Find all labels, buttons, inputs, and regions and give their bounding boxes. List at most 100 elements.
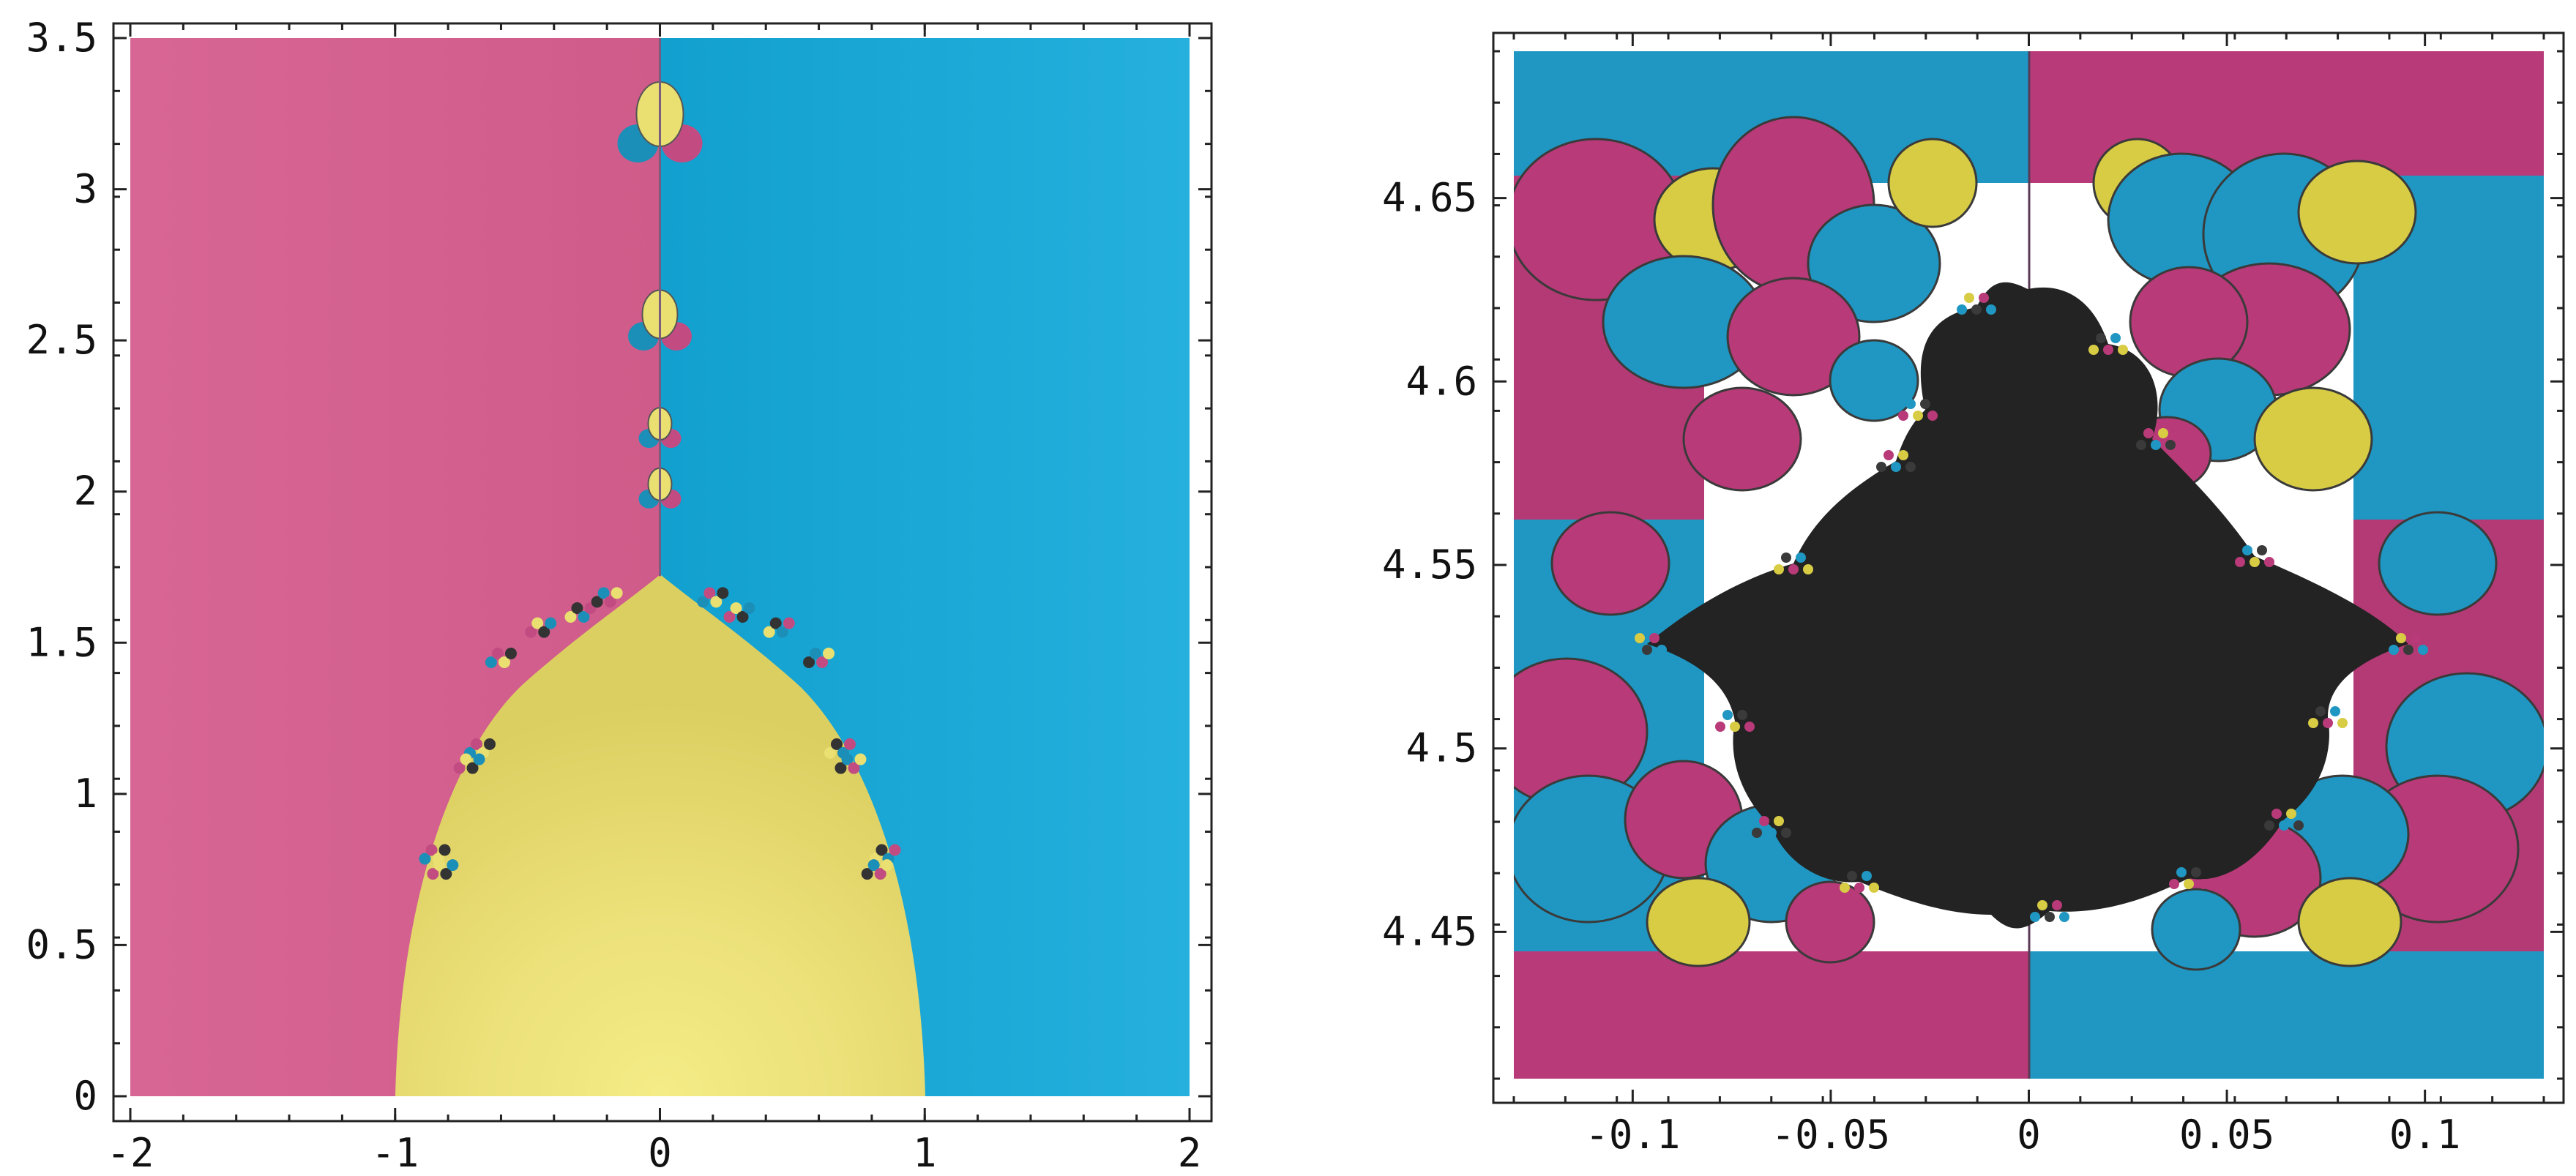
right-boundary-fringe — [1627, 293, 2428, 922]
left-fringe-bead — [447, 859, 459, 872]
left-fringe-bead — [485, 656, 497, 668]
right-basin-cell — [1646, 877, 1751, 967]
right-fringe-bead — [2052, 900, 2062, 910]
left-fringe-bead — [835, 762, 847, 774]
right-x-tick-label: 0 — [2017, 1112, 2041, 1158]
left-fringe-bead — [460, 753, 472, 765]
right-basin-cell — [1726, 277, 1861, 397]
right-fringe-bead — [1657, 645, 1667, 655]
right-basin-cell — [1682, 386, 1802, 492]
right-basin-cell — [1550, 511, 1670, 616]
right-fringe-bead — [2293, 820, 2304, 831]
right-fringe-bead — [2151, 440, 2161, 450]
left-fringe-bead — [730, 602, 742, 614]
left-fringe-bead — [564, 610, 577, 623]
left-fringe-bead — [743, 602, 755, 614]
right-fringe-bead — [2059, 912, 2069, 922]
left-fringe-bead — [471, 738, 483, 750]
right-fringe-bead — [1649, 633, 1660, 643]
right-fringe-bead — [2264, 820, 2274, 831]
right-fringe-bead — [1898, 411, 1908, 421]
left-y-tick-label: 0 — [73, 1073, 97, 1119]
left-fringe-bead — [881, 859, 893, 872]
right-fringe-bead — [2198, 879, 2209, 889]
right-panel: -0.1 -0.05 0 0.05 0.1 4.45 4.5 4.55 4.6 4.65 — [1382, 31, 2565, 1158]
left-fringe-bead — [736, 610, 749, 623]
right-fringe-bead — [1847, 871, 1857, 881]
right-fringe-bead — [2191, 867, 2201, 877]
right-fringe-bead — [2096, 333, 2106, 343]
right-black-set — [1647, 282, 2408, 929]
right-fringe-bead — [2411, 633, 2421, 643]
right-fringe-bead — [2184, 879, 2194, 889]
left-fringe-bead — [776, 626, 788, 638]
right-fringe-bead — [2165, 440, 2176, 450]
left-fringe-bead — [591, 596, 603, 608]
left-fringe-bead — [823, 647, 835, 659]
right-fringe-bead — [1752, 828, 1762, 838]
left-x-tick-label: 0 — [648, 1130, 672, 1176]
left-fringe-bead — [843, 738, 856, 750]
left-x-tick-label: -1 — [371, 1130, 419, 1176]
right-fringe-bead — [1964, 293, 1974, 303]
right-fringe-bead — [1957, 304, 1967, 315]
right-fringe-bead — [2396, 633, 2406, 643]
left-fringe-bead — [419, 853, 431, 865]
right-y-tick-label: 4.5 — [1405, 725, 1477, 771]
right-fringe-bead — [1862, 871, 1872, 881]
left-fringe-bead — [876, 844, 888, 856]
right-fringe-bead — [1840, 883, 1850, 893]
right-fringe-bead — [2323, 718, 2333, 728]
right-fringe-bead — [1803, 564, 1813, 574]
left-fringe-bead — [830, 738, 843, 750]
left-fringe-bead — [604, 596, 616, 608]
left-yellow-lobe — [395, 574, 925, 1096]
right-fringe-bead — [2118, 345, 2128, 355]
left-fringe-bead — [769, 617, 782, 629]
right-fringe-bead — [1876, 462, 1886, 472]
right-x-tick-label: -0.1 — [1585, 1112, 1680, 1158]
right-fringe-bead — [1898, 450, 1908, 460]
left-fringe-bead — [425, 844, 438, 856]
right-fringe-bead — [1744, 722, 1755, 732]
right-basin-cell — [1887, 138, 1978, 228]
left-fringe-bead — [453, 762, 466, 774]
right-fringe-bead — [2250, 557, 2260, 567]
right-fringe-bead — [2158, 428, 2168, 438]
left-fringe-bead — [697, 596, 709, 608]
left-fringe-bead — [867, 859, 880, 872]
right-y-tick-label: 4.45 — [1382, 908, 1477, 954]
left-x-tick-label: 2 — [1178, 1130, 1202, 1176]
left-y-tick-label: 1.5 — [26, 619, 97, 665]
left-fringe-bead — [578, 610, 590, 623]
left-fringe-bead — [498, 656, 510, 668]
right-fringe-bead — [1979, 293, 1989, 303]
left-fringe-bead — [810, 647, 822, 659]
right-basin-cell — [1829, 339, 1919, 422]
right-fringe-bead — [1722, 710, 1733, 720]
left-x-tick-label: 1 — [913, 1130, 937, 1176]
right-basin-cell — [1807, 203, 1941, 323]
right-fringe-bead — [2169, 879, 2179, 889]
right-fringe-bead — [2257, 545, 2267, 555]
right-fringe-bead — [2136, 440, 2146, 450]
right-fringe-bead — [1774, 816, 1784, 826]
left-boundary-fringe — [419, 587, 901, 880]
left-fringe-bead — [571, 602, 583, 614]
left-fringe-bead — [723, 610, 736, 623]
right-basin-cell — [1785, 880, 1875, 964]
right-fringe-bead — [2088, 345, 2099, 355]
left-fringe-bead — [473, 753, 485, 765]
right-fringe-bead — [1869, 883, 1879, 893]
right-fringe-bead — [1635, 633, 1645, 643]
left-fringe-bead — [803, 656, 815, 668]
right-fringe-bead — [1642, 645, 1652, 655]
right-fringe-bead — [1759, 816, 1769, 826]
left-fringe-bead — [438, 844, 451, 856]
right-fringe-bead — [2403, 645, 2413, 655]
left-fringe-bead — [504, 647, 517, 659]
right-fringe-bead — [2271, 809, 2282, 819]
right-fringe-bead — [1781, 553, 1791, 563]
left-small-lobes — [617, 38, 703, 577]
